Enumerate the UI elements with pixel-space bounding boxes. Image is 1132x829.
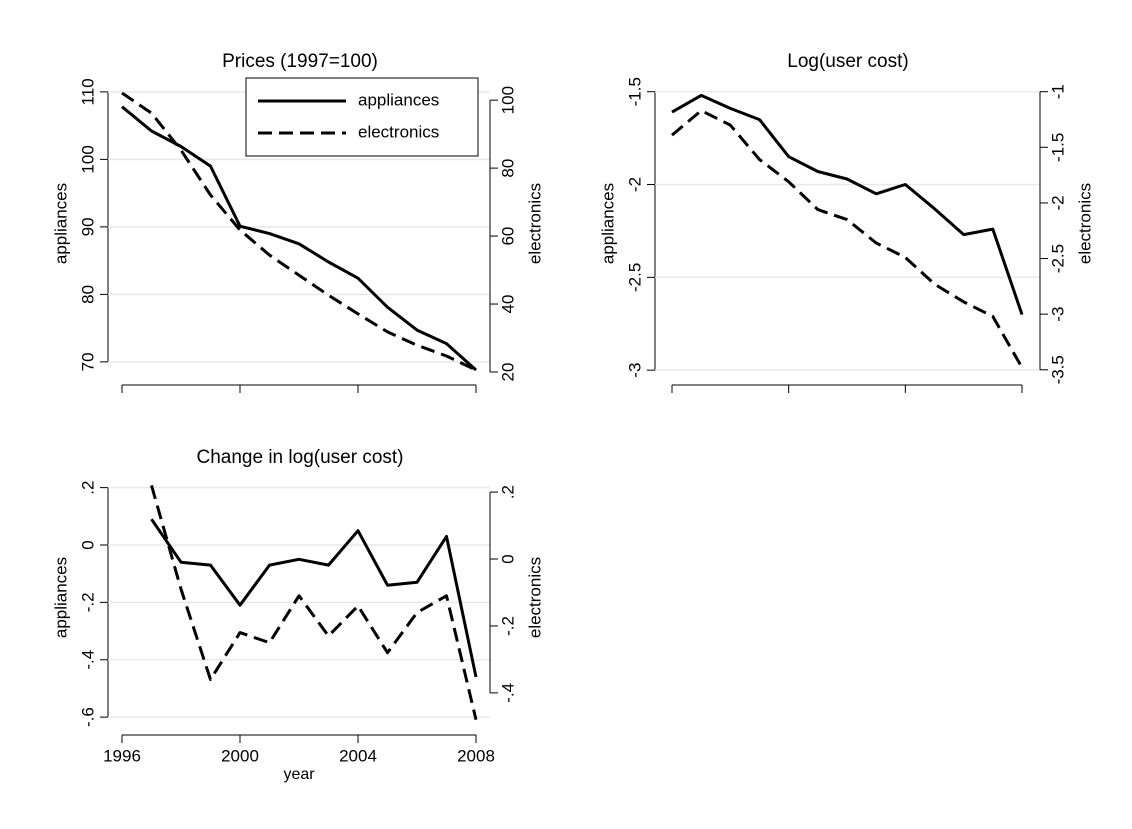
y2-tick-label: 100	[498, 86, 517, 114]
y2-tick-label: -1	[1048, 84, 1067, 99]
x-axis-title: year	[283, 766, 315, 783]
y2-tick-label: .2	[498, 485, 517, 499]
y2-tick-label: 0	[498, 554, 517, 563]
y2-tick-label: -.2	[498, 616, 517, 636]
x-tick-label: 2008	[457, 746, 495, 765]
y-tick-label: 110	[78, 78, 97, 105]
y-tick-label: 90	[78, 217, 97, 236]
y2-tick-label: -3.5	[1048, 355, 1067, 384]
y2-axis-title: electronics	[525, 557, 544, 638]
x-tick-label: 1996	[103, 746, 141, 765]
series-line	[671, 109, 1024, 369]
y2-tick-label: -1.5	[1048, 133, 1067, 162]
legend-label: appliances	[358, 90, 439, 109]
y-tick-label: -.4	[78, 650, 97, 670]
y-tick-label: 70	[78, 352, 97, 371]
x-tick-label: 2000	[221, 746, 259, 765]
series-line	[121, 105, 478, 372]
y2-axis-title: electronics	[1075, 183, 1094, 264]
y-tick-label: 0	[78, 540, 97, 549]
y-tick-label: -.2	[78, 592, 97, 612]
y-tick-label: -3	[625, 363, 644, 378]
y-tick-label: 80	[78, 285, 97, 304]
y-axis-title: appliances	[51, 557, 70, 638]
y-tick-label: -.6	[78, 707, 97, 727]
series-line	[671, 93, 1024, 315]
y-axis-title: appliances	[598, 183, 617, 264]
y2-tick-label: 20	[498, 363, 517, 382]
x-tick-label: 2004	[339, 746, 377, 765]
panel-title: Prices (1997=100)	[222, 51, 378, 72]
series-line	[150, 518, 478, 678]
y2-tick-label: 80	[498, 159, 517, 178]
legend-box	[245, 77, 479, 157]
y-axis-title: appliances	[51, 183, 70, 264]
y2-tick-label: 60	[498, 227, 517, 246]
series-line	[150, 484, 478, 721]
y2-tick-label: -2	[1048, 195, 1067, 210]
y2-tick-label: -3	[1048, 307, 1067, 322]
y2-tick-label: -2.5	[1048, 244, 1067, 273]
y-tick-label: -2.5	[625, 263, 644, 292]
y-tick-label: -2	[625, 177, 644, 192]
legend-label: electronics	[358, 122, 439, 141]
y-tick-label: .2	[78, 481, 97, 495]
y-tick-label: 100	[78, 145, 97, 173]
y2-tick-label: -.4	[498, 683, 517, 703]
y2-tick-label: 40	[498, 295, 517, 314]
panel-title: Change in log(user cost)	[197, 447, 404, 468]
y2-axis-title: electronics	[525, 183, 544, 264]
series-line	[121, 91, 477, 372]
panel-title: Log(user cost)	[787, 51, 908, 72]
y-tick-label: -1.5	[625, 77, 644, 106]
